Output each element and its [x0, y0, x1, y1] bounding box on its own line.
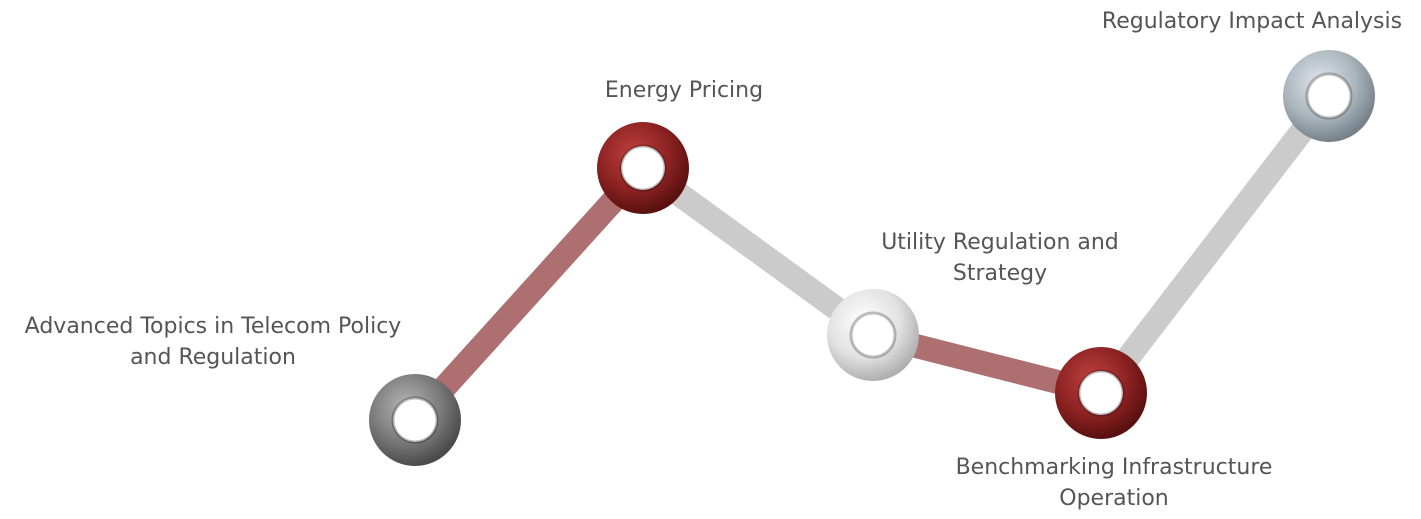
node-label: Benchmarking Infrastructure — [956, 455, 1273, 480]
node-label: Advanced Topics in Telecom Policy — [25, 314, 402, 339]
timeline-diagram: Advanced Topics in Telecom Policy and Reg… — [0, 0, 1421, 519]
node-label: and Regulation — [130, 345, 296, 370]
ring-hole — [621, 146, 665, 190]
ring-hole — [851, 313, 895, 357]
ring — [1055, 347, 1147, 439]
node-label: Operation — [1059, 486, 1168, 511]
rings — [369, 50, 1375, 466]
ring-hole — [1079, 371, 1123, 415]
node-label: Regulatory Impact Analysis — [1102, 9, 1402, 34]
ring-hole — [1307, 74, 1351, 118]
ring — [827, 289, 919, 381]
ring-hole — [393, 398, 437, 442]
connector — [415, 168, 643, 420]
node-label: Utility Regulation and — [881, 230, 1119, 255]
node-label: Energy Pricing — [605, 78, 763, 103]
ring — [1283, 50, 1375, 142]
ring — [597, 122, 689, 214]
ring — [369, 374, 461, 466]
connector — [1101, 96, 1329, 393]
page: Advanced Topics in Telecom Policy and Reg… — [0, 0, 1421, 519]
node-label: Strategy — [953, 261, 1047, 286]
